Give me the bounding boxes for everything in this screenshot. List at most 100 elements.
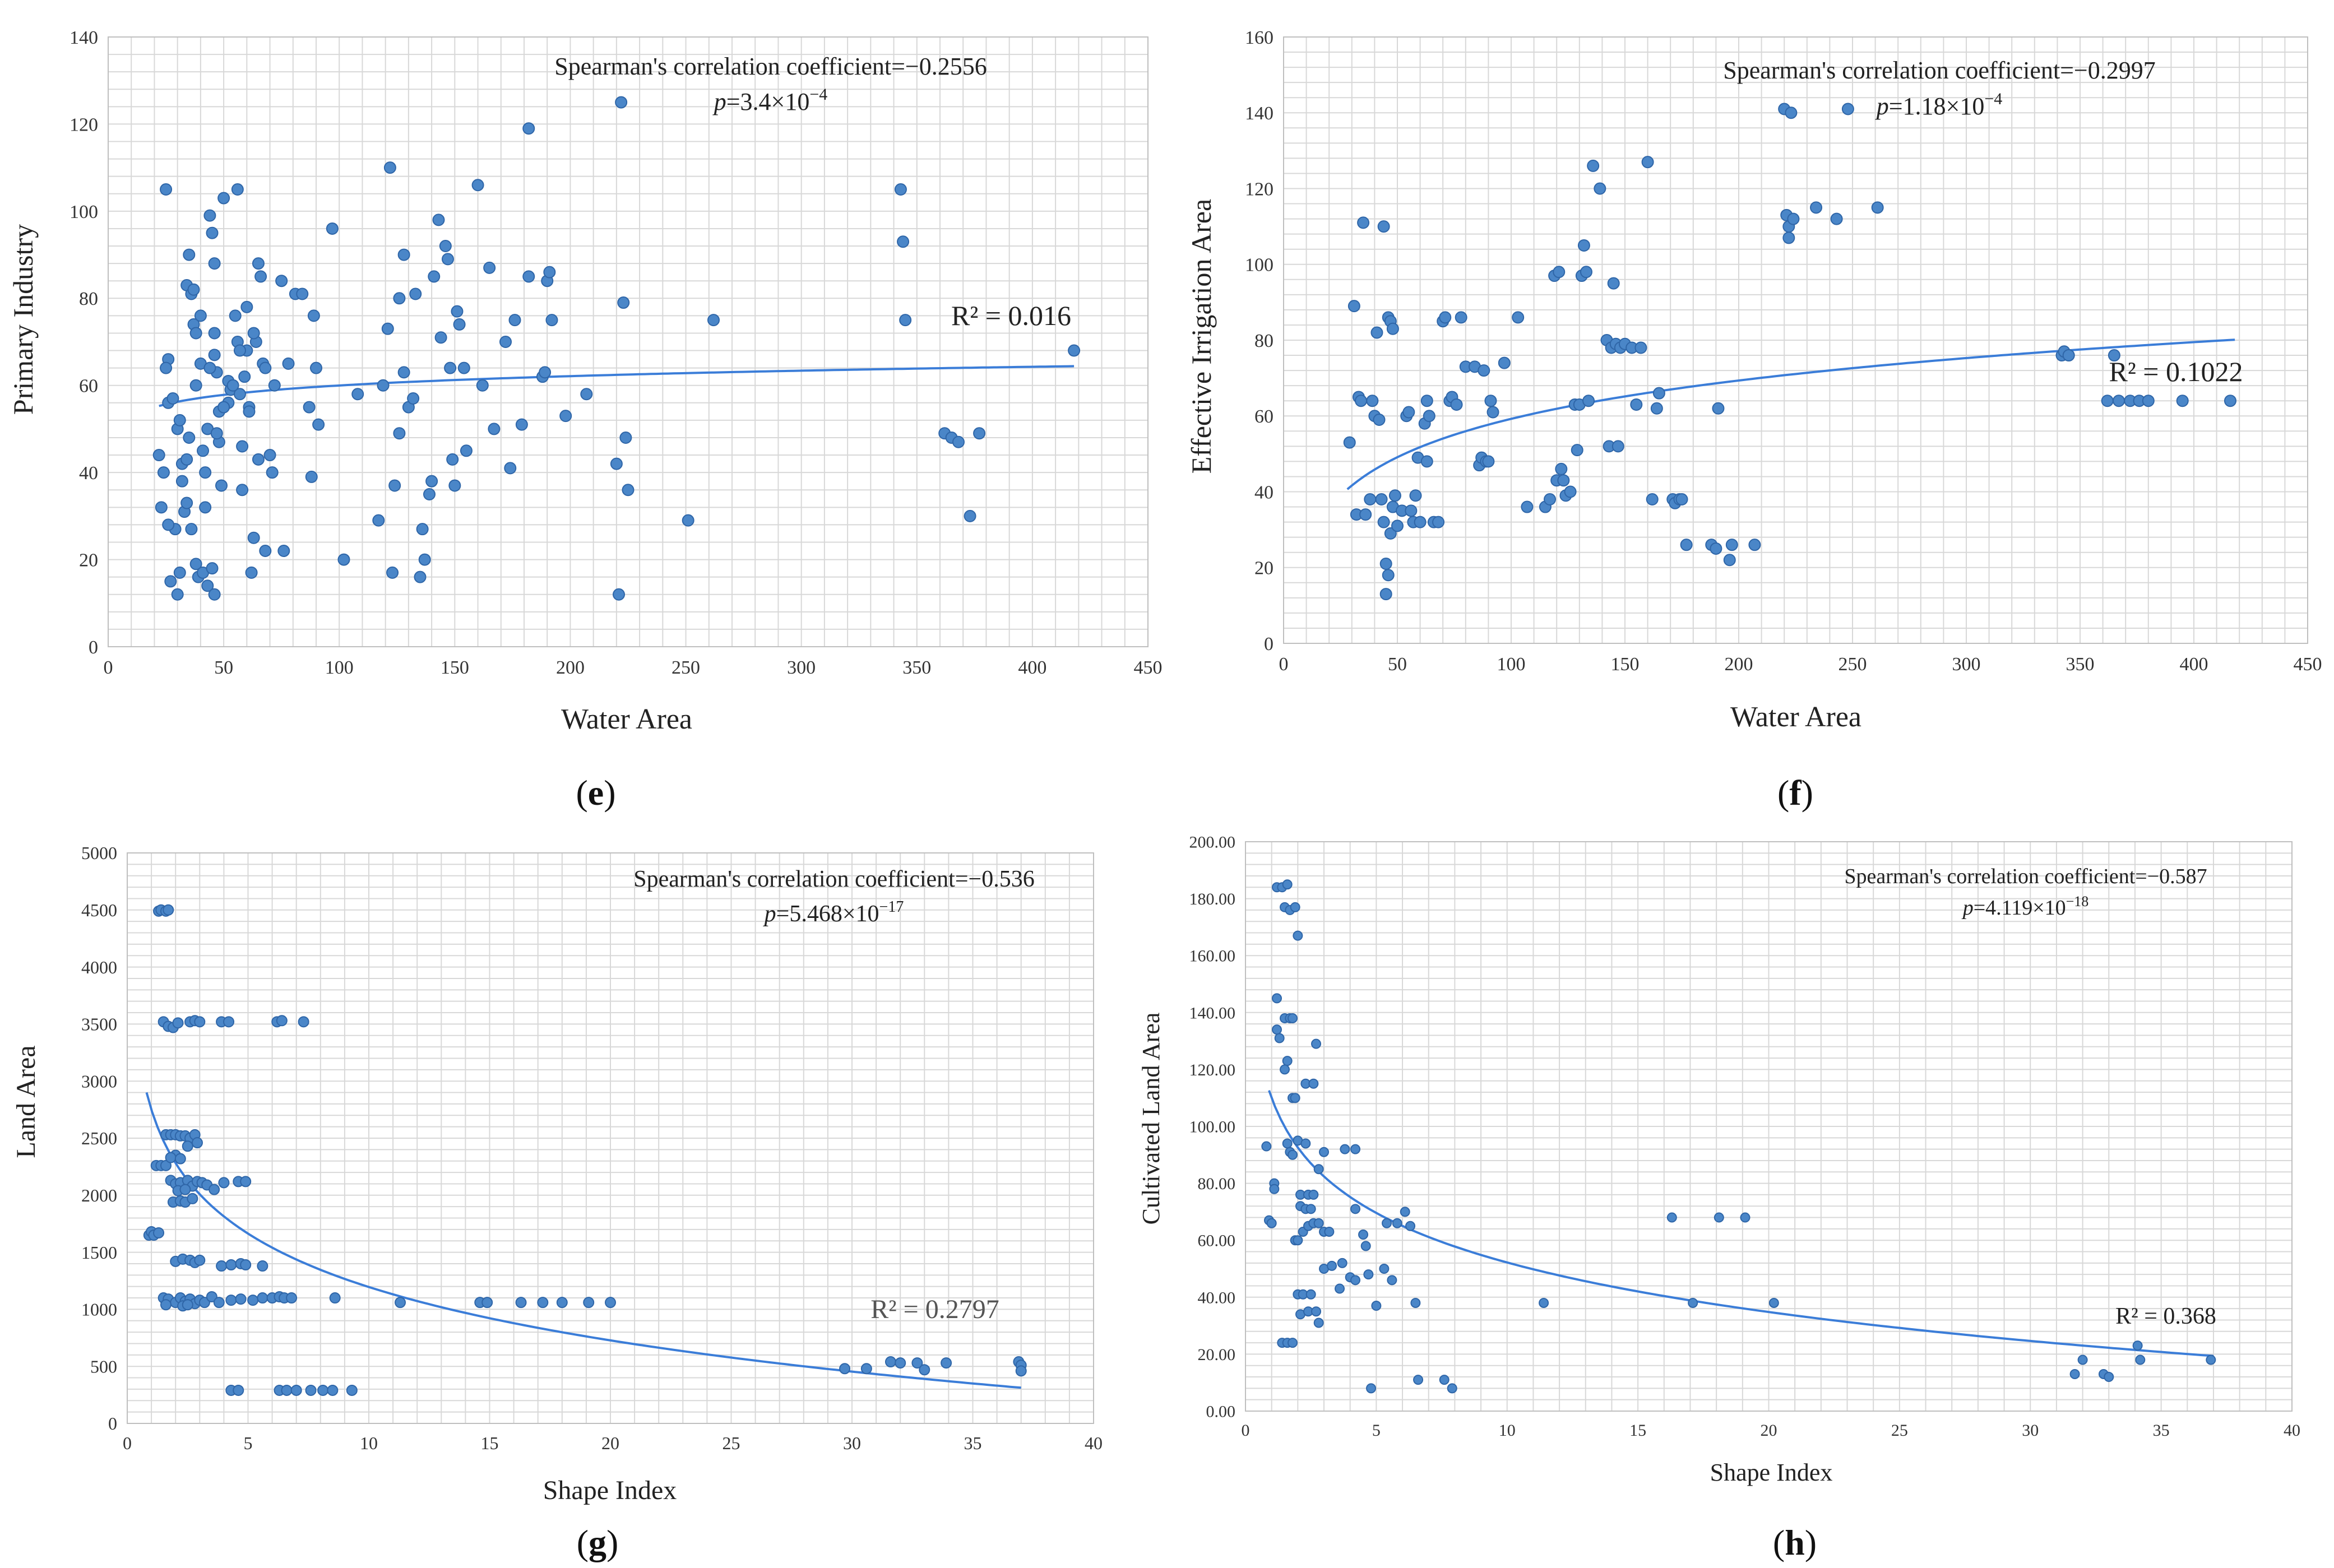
- panel-h-point: [1290, 902, 1300, 912]
- panel-f-point: [1455, 311, 1467, 324]
- panel-g-ytick-label: 500: [90, 1356, 117, 1376]
- panel-e-point: [522, 270, 535, 283]
- panel-e-point: [377, 379, 390, 392]
- panel-e-point: [682, 514, 694, 527]
- panel-f-point: [1366, 395, 1379, 407]
- panel-f-point: [1414, 516, 1427, 528]
- panel-h-point: [1382, 1218, 1392, 1228]
- panel-f-point: [1377, 516, 1390, 528]
- panel-e-point: [185, 523, 198, 536]
- panel-f-p-prefix: p: [1875, 92, 1889, 120]
- panel-e-point: [397, 248, 410, 261]
- panel-f-ytick-label: 20: [1254, 558, 1273, 579]
- panel-e-point: [238, 370, 251, 383]
- panel-h-point: [1308, 1078, 1319, 1089]
- panel-e-point: [164, 575, 177, 588]
- panel-f-xtick-label: 350: [2066, 654, 2095, 675]
- panel-g-point: [194, 1254, 206, 1266]
- panel-h-point: [1293, 1235, 1303, 1246]
- panel-e-point: [226, 379, 239, 392]
- panel-h-point: [1290, 1093, 1300, 1103]
- panel-f-point: [1841, 103, 1854, 115]
- panel-e-point: [973, 427, 986, 440]
- panel-g-points: [143, 904, 1027, 1396]
- panel-f-point: [1420, 455, 1433, 468]
- panel-e-point: [326, 222, 339, 235]
- panel-e-point: [252, 257, 265, 270]
- panel-e-xtick-label: 400: [1018, 657, 1046, 678]
- panel-f-point: [1347, 300, 1360, 313]
- panel-g-point: [172, 1017, 184, 1029]
- panel-f-ytick-label: 0: [1264, 634, 1273, 655]
- panel-g-label: (g): [577, 1523, 619, 1562]
- panel-g-ytick-label: 5000: [81, 843, 117, 863]
- panel-h-point: [1387, 1275, 1397, 1286]
- panel-e-ytick-label: 20: [79, 550, 98, 570]
- panel-g-point: [481, 1297, 493, 1309]
- panel-h-point: [1740, 1212, 1750, 1223]
- panel-e-point: [208, 257, 221, 270]
- panel-e-point: [194, 309, 207, 322]
- panel-h-point: [1282, 1056, 1293, 1066]
- panel-g-point: [860, 1363, 872, 1375]
- panel-e-point: [453, 318, 466, 331]
- panel-g-point: [298, 1016, 309, 1028]
- panel-f-point: [1680, 539, 1693, 551]
- panel-e-plot-frame: [108, 36, 1149, 647]
- panel-f-p-mantissa: =1.18×10: [1889, 92, 1985, 120]
- panel-h-point: [1405, 1221, 1416, 1231]
- panel-g-ytick-label: 2500: [81, 1128, 117, 1148]
- panel-g-point: [839, 1363, 851, 1375]
- panel-g-point: [346, 1384, 358, 1396]
- panel-h-point: [1340, 1144, 1350, 1154]
- panel-e-point: [236, 440, 249, 453]
- panel-e-point: [208, 588, 221, 601]
- panel-h-point: [1300, 1138, 1311, 1149]
- panel-f-xlabel: Water Area: [1730, 701, 1861, 733]
- panel-g-xtick-label: 0: [123, 1433, 132, 1453]
- panel-e-point: [414, 570, 427, 583]
- panel-e-point: [173, 414, 186, 426]
- panel-f-point: [1373, 414, 1386, 426]
- panel-e-point: [425, 475, 438, 488]
- panel-h-point: [1288, 1149, 1298, 1160]
- panel-g-point: [257, 1292, 268, 1304]
- panel-g-point: [941, 1357, 952, 1369]
- panel-f-xtick-label: 250: [1839, 654, 1867, 675]
- panel-e-point: [617, 296, 630, 309]
- panel-e-point: [243, 405, 256, 418]
- panel-e-point: [397, 366, 410, 379]
- panel-e-point: [303, 401, 316, 414]
- panel-e-point: [171, 588, 184, 601]
- panel-f-point: [1723, 554, 1736, 567]
- panel-e-point: [189, 327, 202, 340]
- panel-e-point: [407, 392, 420, 405]
- panel-g-xtick-label: 30: [843, 1433, 861, 1453]
- panel-f-point: [1391, 519, 1404, 532]
- panel-e-pvalue: p=3.4×10−4: [712, 85, 828, 115]
- panel-g-point: [213, 1297, 225, 1309]
- panel-g-coefficient: Spearman's correlation coefficient=−0.53…: [633, 866, 1034, 892]
- panel-h-ticks: 0 5 10 15 20 25 30 35 40 0.00 20.00 40.00 60.00 80.00…: [1189, 833, 2301, 1440]
- panel-e-point: [539, 366, 552, 379]
- panel-f-point: [1357, 216, 1370, 229]
- panel-e-point: [247, 531, 260, 544]
- panel-g-point: [537, 1297, 549, 1309]
- panel-g-ytick-label: 2000: [81, 1185, 117, 1205]
- panel-h-point: [1261, 1141, 1272, 1152]
- panel-e-point: [305, 470, 318, 483]
- panel-g-pvalue: p=5.468×10−17: [763, 898, 904, 927]
- panel-g-point: [179, 1184, 191, 1195]
- panel-e-axes: [108, 36, 1149, 647]
- panel-h-xtick-label: 10: [1499, 1421, 1516, 1440]
- panel-f-coefficient: Spearman's correlation coefficient=−0.29…: [1723, 57, 2155, 84]
- panel-g-point: [515, 1297, 527, 1309]
- panel-e-point: [208, 349, 221, 361]
- panel-e-point: [266, 466, 279, 479]
- panel-e-p-mantissa: =3.4×10: [726, 88, 810, 115]
- panel-e-point: [307, 309, 320, 322]
- panel-e-point: [189, 558, 202, 570]
- panel-f-point: [2108, 349, 2120, 362]
- panel-g-point: [290, 1384, 302, 1396]
